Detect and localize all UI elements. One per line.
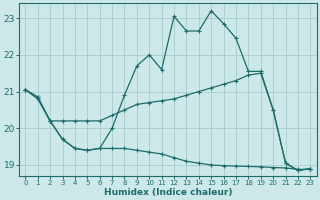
X-axis label: Humidex (Indice chaleur): Humidex (Indice chaleur) xyxy=(104,188,232,197)
